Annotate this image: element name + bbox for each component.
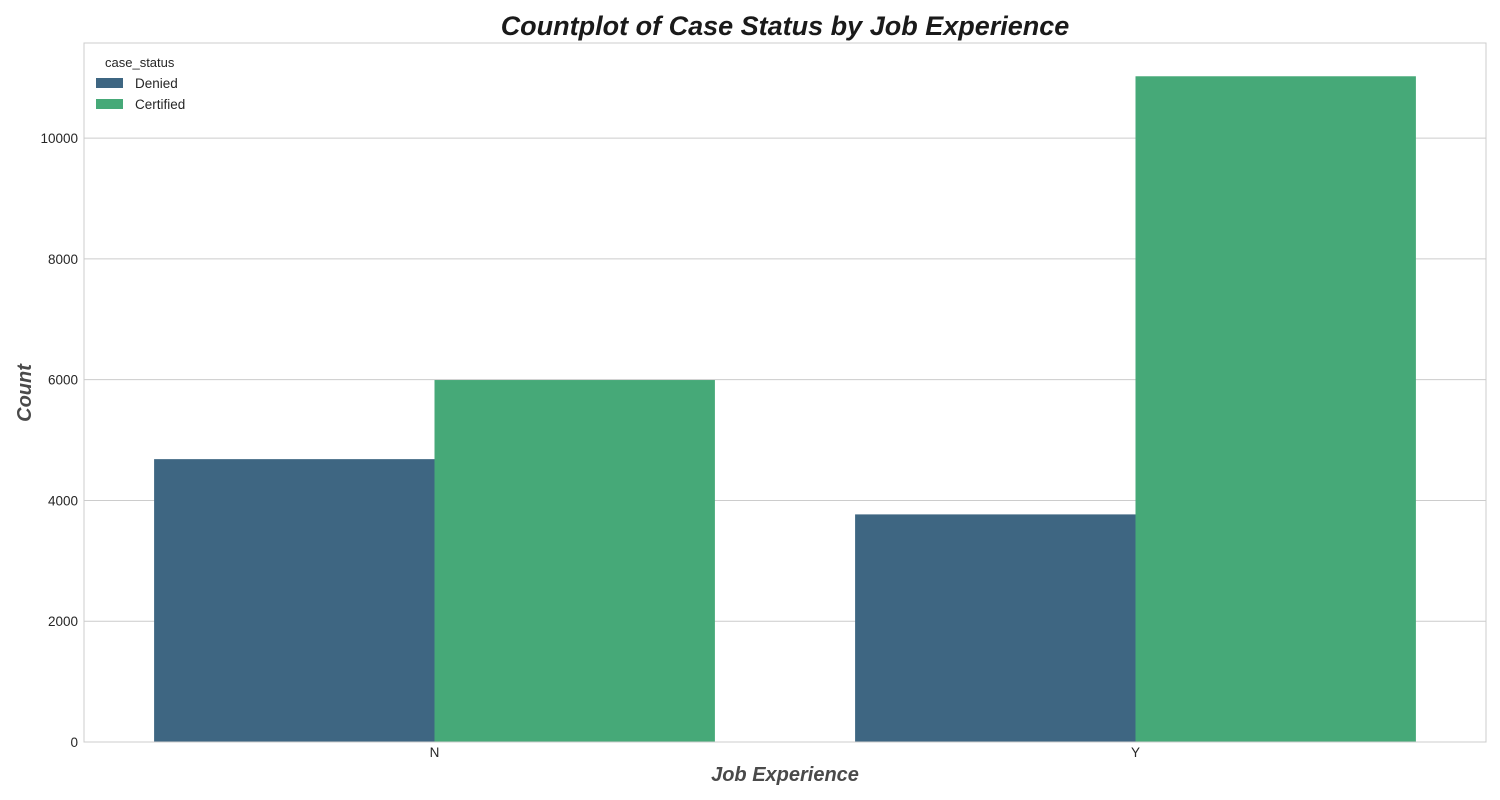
legend-swatch-certified xyxy=(96,99,123,109)
x-axis-label: Job Experience xyxy=(711,764,859,786)
bar-denied-n xyxy=(154,459,435,742)
bar-certified-n xyxy=(434,380,715,742)
x-tick-label: Y xyxy=(1131,745,1140,760)
legend-label-denied: Denied xyxy=(135,76,178,91)
legend-swatch-denied xyxy=(96,78,123,88)
plot-frame xyxy=(83,42,1487,743)
bar-certified-y xyxy=(1135,76,1416,742)
y-axis-ticks: 0 2000 4000 6000 8000 10000 xyxy=(40,131,78,750)
y-tick-label: 8000 xyxy=(48,252,78,267)
y-tick-label: 2000 xyxy=(48,614,78,629)
y-tick-label: 0 xyxy=(70,735,78,750)
bar-denied-y xyxy=(855,514,1136,742)
legend-title: case_status xyxy=(105,55,175,70)
y-tick-label: 4000 xyxy=(48,493,78,508)
y-tick-label: 10000 xyxy=(40,131,78,146)
chart-title: Countplot of Case Status by Job Experien… xyxy=(501,11,1070,41)
y-axis-label: Count xyxy=(14,363,36,422)
legend: case_status Denied Certified xyxy=(96,55,185,112)
x-tick-label: N xyxy=(430,745,440,760)
legend-label-certified: Certified xyxy=(135,97,185,112)
y-tick-label: 6000 xyxy=(48,373,78,388)
bars xyxy=(154,76,1416,742)
